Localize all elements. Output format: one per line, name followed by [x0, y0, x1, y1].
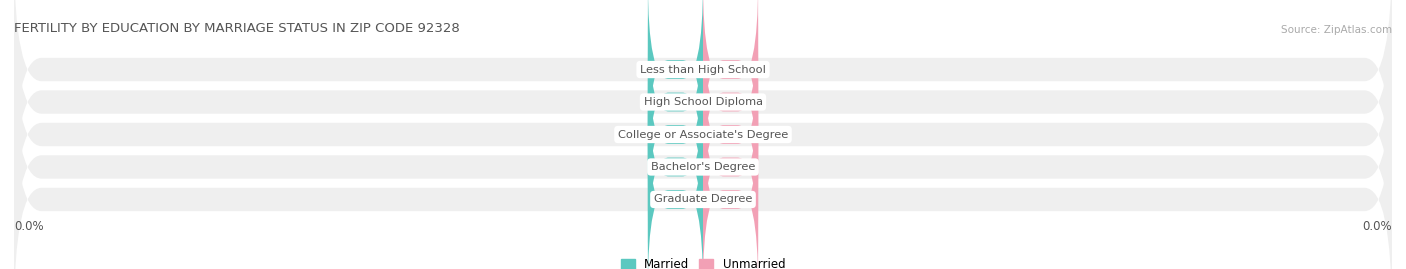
FancyBboxPatch shape — [648, 14, 703, 190]
Text: Less than High School: Less than High School — [640, 65, 766, 75]
FancyBboxPatch shape — [648, 111, 703, 269]
Text: Graduate Degree: Graduate Degree — [654, 194, 752, 204]
Text: College or Associate's Degree: College or Associate's Degree — [617, 129, 789, 140]
Text: 0.0%: 0.0% — [661, 65, 690, 75]
Text: 0.0%: 0.0% — [716, 65, 745, 75]
Text: 0.0%: 0.0% — [716, 162, 745, 172]
Text: Bachelor's Degree: Bachelor's Degree — [651, 162, 755, 172]
Text: 0.0%: 0.0% — [716, 129, 745, 140]
FancyBboxPatch shape — [648, 79, 703, 255]
FancyBboxPatch shape — [703, 47, 758, 222]
FancyBboxPatch shape — [703, 0, 758, 158]
FancyBboxPatch shape — [14, 0, 1392, 220]
Text: 0.0%: 0.0% — [14, 220, 44, 233]
FancyBboxPatch shape — [14, 16, 1392, 253]
Text: Source: ZipAtlas.com: Source: ZipAtlas.com — [1281, 25, 1392, 35]
FancyBboxPatch shape — [703, 79, 758, 255]
Text: 0.0%: 0.0% — [661, 162, 690, 172]
FancyBboxPatch shape — [703, 14, 758, 190]
FancyBboxPatch shape — [648, 47, 703, 222]
Text: 0.0%: 0.0% — [1362, 220, 1392, 233]
FancyBboxPatch shape — [14, 81, 1392, 269]
Text: FERTILITY BY EDUCATION BY MARRIAGE STATUS IN ZIP CODE 92328: FERTILITY BY EDUCATION BY MARRIAGE STATU… — [14, 22, 460, 35]
Text: 0.0%: 0.0% — [661, 97, 690, 107]
Text: 0.0%: 0.0% — [716, 194, 745, 204]
FancyBboxPatch shape — [14, 0, 1392, 188]
FancyBboxPatch shape — [14, 49, 1392, 269]
Text: High School Diploma: High School Diploma — [644, 97, 762, 107]
Text: 0.0%: 0.0% — [661, 129, 690, 140]
FancyBboxPatch shape — [703, 111, 758, 269]
Text: 0.0%: 0.0% — [661, 194, 690, 204]
Text: 0.0%: 0.0% — [716, 97, 745, 107]
Legend: Married, Unmarried: Married, Unmarried — [616, 253, 790, 269]
FancyBboxPatch shape — [648, 0, 703, 158]
